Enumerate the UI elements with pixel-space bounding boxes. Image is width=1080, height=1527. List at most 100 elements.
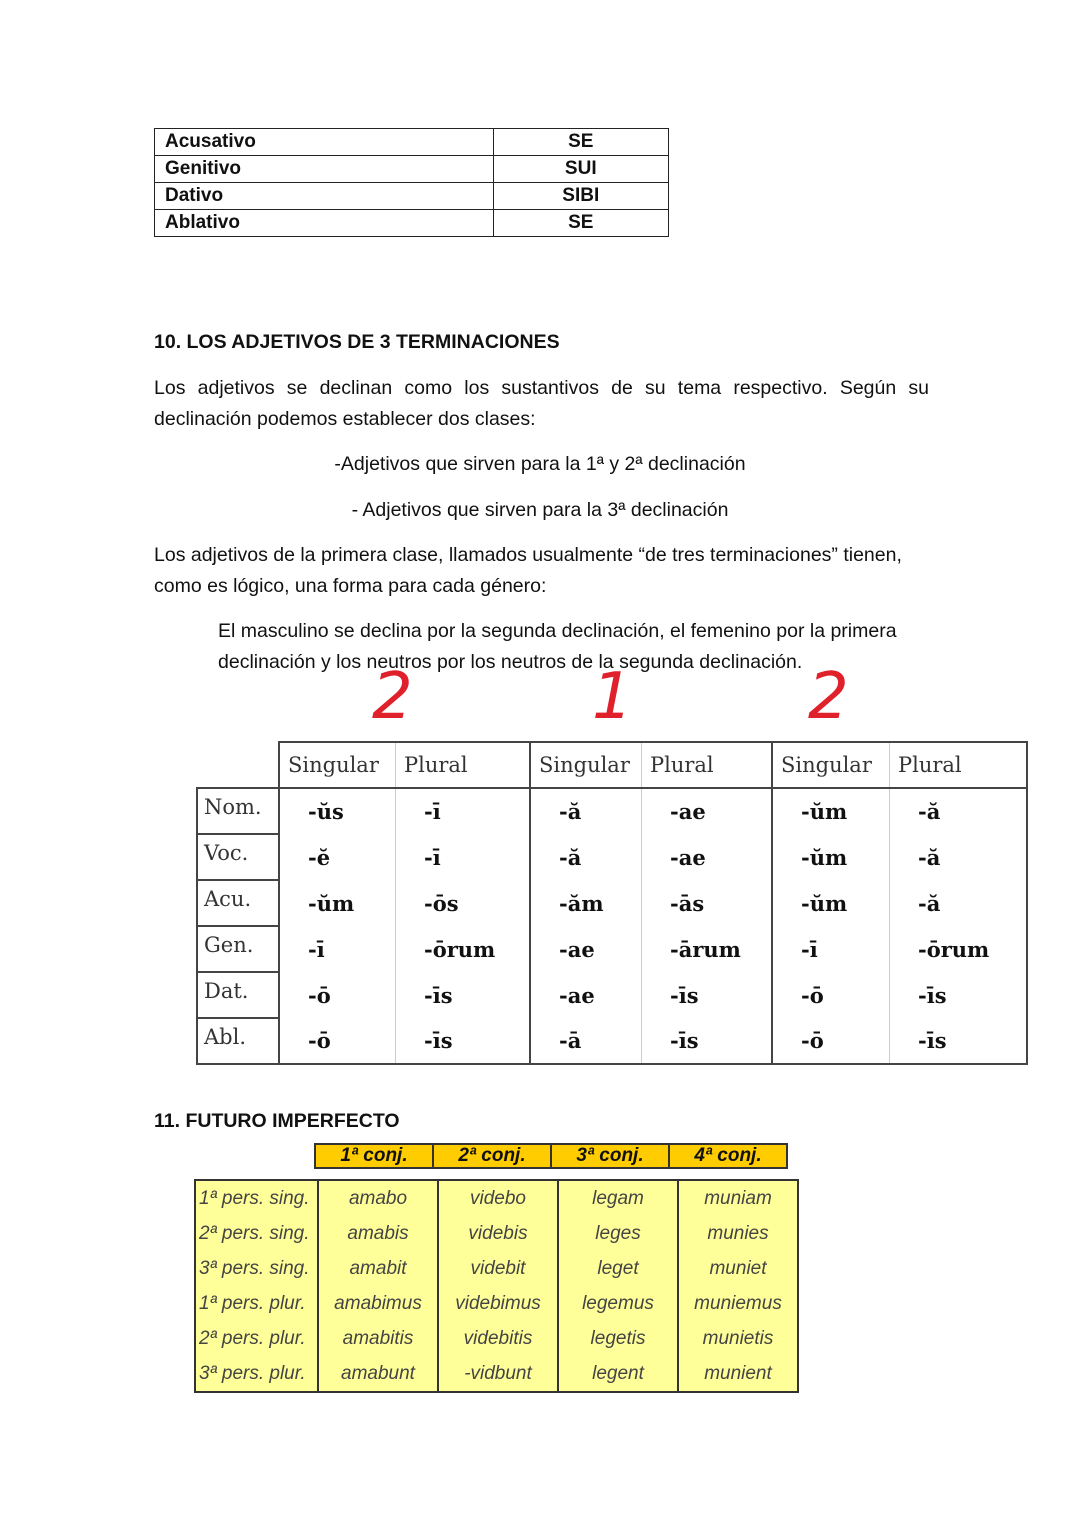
- ending-cell: -ă: [889, 834, 1028, 880]
- column-header: Singular: [278, 741, 396, 789]
- pronoun-table: Acusativo SE Genitivo SUI Dativo SIBI Ablativo…: [154, 128, 670, 237]
- conjugation-table: 1ª pers. sing. amabo videbo legam muniam 2ª p…: [194, 1179, 799, 1393]
- ending-cell: -ae: [641, 788, 773, 834]
- table-row: Ablativo SE: [154, 209, 670, 237]
- handwritten-number: 1: [592, 660, 633, 734]
- section-10-heading: 10. LOS ADJETIVOS DE 3 TERMINACIONES: [154, 331, 560, 353]
- blank-cell: [197, 742, 279, 788]
- ending-cell: -ŭm: [772, 834, 890, 880]
- conjugation-header-cell: 2ª conj.: [432, 1143, 552, 1169]
- verb-form-cell: amabo: [317, 1180, 438, 1216]
- column-header: Plural: [641, 741, 773, 789]
- paragraph: El masculino se declina por la segunda d…: [218, 620, 897, 673]
- value-cell: SE: [492, 128, 670, 156]
- table-row: Acu. -ŭm -ōs -ăm -ās -ŭm -ă: [196, 879, 1028, 927]
- verb-form-cell: legam: [557, 1180, 678, 1216]
- ending-cell: -ī: [395, 834, 531, 880]
- ending-cell: -ae: [641, 834, 773, 880]
- list-item: -Adjetivos que sirven para la 1ª y 2ª de…: [334, 453, 746, 475]
- ending-cell: -ō: [279, 1018, 396, 1065]
- ending-cell: -ī: [279, 926, 396, 972]
- ending-cell: -ŭm: [772, 788, 890, 834]
- verb-form-cell: leges: [557, 1216, 678, 1251]
- paragraph: Los adjetivos se declinan como los susta…: [154, 377, 929, 430]
- case-label: Gen.: [196, 925, 280, 973]
- column-header: Plural: [889, 741, 1028, 789]
- ending-cell: -ōs: [395, 880, 531, 926]
- ending-cell: -ŭm: [772, 880, 890, 926]
- table-row: Voc. -ĕ -ī -ă -ae -ŭm -ă: [196, 833, 1028, 881]
- ending-cell: -ī: [772, 926, 890, 972]
- conjugation-header-cell: 4ª conj.: [668, 1143, 788, 1169]
- table-row: Acusativo SE: [154, 128, 670, 156]
- ending-cell: -ārum: [641, 926, 773, 972]
- verb-form-cell: amabis: [317, 1216, 438, 1251]
- verb-form-cell: -vidbunt: [437, 1356, 558, 1392]
- ending-cell: -ōrum: [889, 926, 1028, 972]
- case-cell: Ablativo: [154, 209, 494, 237]
- value-cell: SUI: [492, 155, 670, 183]
- person-label: 3ª pers. sing.: [199, 1257, 310, 1279]
- verb-form-cell: muniam: [677, 1180, 798, 1216]
- ending-cell: -īs: [395, 1018, 531, 1065]
- handwritten-number: 2: [808, 660, 849, 734]
- verb-form-cell: muniet: [677, 1251, 798, 1286]
- ending-cell: -īs: [889, 1018, 1028, 1065]
- verb-form-cell: amabit: [317, 1251, 438, 1286]
- ending-cell: -ă: [530, 834, 642, 880]
- verb-form-cell: leget: [557, 1251, 678, 1286]
- ending-cell: -ŭs: [279, 788, 396, 834]
- table-row: Dativo SIBI: [154, 182, 670, 210]
- ending-cell: -īs: [641, 1018, 773, 1065]
- table-row: 3ª pers. plur. amabunt -vidbunt legent munie…: [195, 1356, 798, 1392]
- ending-cell: -ā: [530, 1018, 642, 1065]
- verb-form-cell: legemus: [557, 1286, 678, 1321]
- ending-cell: -ī: [395, 788, 531, 834]
- ending-cell: -īs: [889, 972, 1028, 1018]
- verb-form-cell: muniemus: [677, 1286, 798, 1321]
- section-11-heading: 11. FUTURO IMPERFECTO: [154, 1110, 400, 1132]
- verb-form-cell: munies: [677, 1216, 798, 1251]
- case-label: Nom.: [196, 787, 280, 835]
- case-label: Acu.: [196, 879, 280, 927]
- table-row: 3ª pers. sing. amabit videbit leget muniet: [195, 1251, 798, 1286]
- value-cell: SIBI: [492, 182, 670, 210]
- table-row: 1ª pers. sing. amabo videbo legam muniam: [195, 1180, 798, 1216]
- case-cell: Acusativo: [154, 128, 494, 156]
- case-label: Abl.: [196, 1017, 280, 1065]
- header-row: Singular Plural Singular Plural Singular Plur…: [197, 741, 1028, 789]
- conjugation-header-cell: 3ª conj.: [550, 1143, 670, 1169]
- column-header: Plural: [395, 741, 531, 789]
- ending-cell: -ăm: [530, 880, 642, 926]
- table-row: Abl. -ō -īs -ā -īs -ō -īs: [196, 1017, 1028, 1065]
- ending-cell: -ĕ: [279, 834, 396, 880]
- verb-form-cell: videbo: [437, 1180, 558, 1216]
- ending-cell: -ă: [889, 880, 1028, 926]
- ending-cell: -ās: [641, 880, 773, 926]
- ending-cell: -ă: [530, 788, 642, 834]
- table-row: 1ª pers. plur. amabimus videbimus legemus mu…: [195, 1286, 798, 1321]
- table-row: Nom. -ŭs -ī -ă -ae -ŭm -ă: [196, 787, 1028, 835]
- ending-cell: -ae: [530, 972, 642, 1018]
- verb-form-cell: amabimus: [317, 1286, 438, 1321]
- value-cell: SE: [492, 209, 670, 237]
- person-label: 1ª pers. plur.: [199, 1292, 306, 1314]
- handwritten-number: 2: [372, 660, 413, 734]
- column-header: Singular: [530, 741, 642, 789]
- conjugation-header-cell: 1ª conj.: [314, 1143, 434, 1169]
- case-label: Dat.: [196, 971, 280, 1019]
- ending-cell: -ŭm: [279, 880, 396, 926]
- ending-cell: -ōrum: [395, 926, 531, 972]
- case-label: Voc.: [196, 833, 280, 881]
- declension-table: Singular Plural Singular Plural Singular Plur…: [196, 741, 1028, 1065]
- verb-form-cell: munietis: [677, 1321, 798, 1356]
- verb-form-cell: munient: [677, 1356, 798, 1392]
- column-header: Singular: [772, 741, 890, 789]
- verb-form-cell: videbis: [437, 1216, 558, 1251]
- verb-form-cell: legent: [557, 1356, 678, 1392]
- ending-cell: -īs: [641, 972, 773, 1018]
- case-cell: Genitivo: [154, 155, 494, 183]
- ending-cell: -ō: [279, 972, 396, 1018]
- ending-cell: -īs: [395, 972, 531, 1018]
